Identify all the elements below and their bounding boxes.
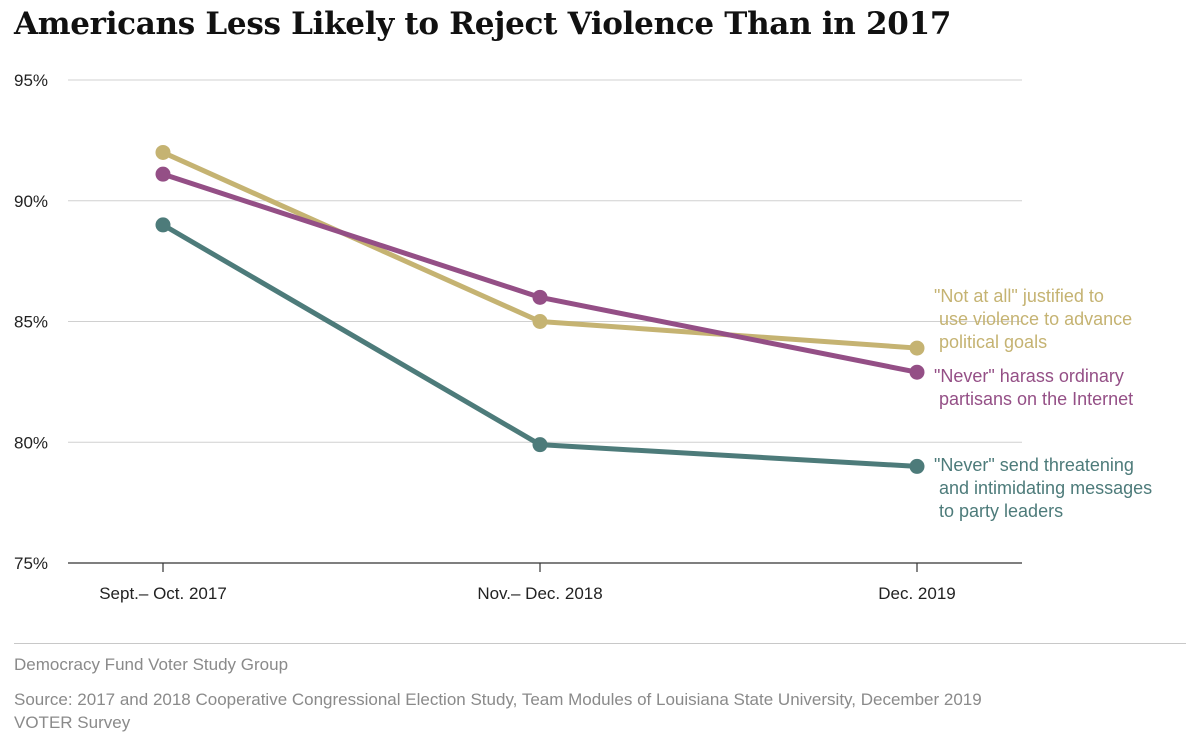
series-label-line: partisans on the Internet bbox=[934, 389, 1133, 409]
series-label-line: "Not at all" justified to bbox=[934, 286, 1104, 306]
series-label-3: "Never" send threatening and intimidatin… bbox=[934, 455, 1152, 521]
y-axis-ticks: 75% 80% 85% 90% 95% bbox=[14, 71, 48, 573]
x-tick-label: Dec. 2019 bbox=[878, 584, 956, 603]
series-label-1: "Not at all" justified to use violence t… bbox=[934, 286, 1132, 352]
data-point bbox=[909, 364, 925, 380]
footer-divider bbox=[14, 643, 1186, 644]
series-label-2: "Never" harass ordinary partisans on the… bbox=[934, 366, 1133, 409]
series-label-line: "Never" send threatening bbox=[934, 455, 1134, 475]
y-tick-label: 80% bbox=[14, 433, 48, 452]
series-line-3 bbox=[160, 222, 920, 469]
x-tick-label: Sept.– Oct. 2017 bbox=[99, 584, 227, 603]
series-label-line: "Never" harass ordinary bbox=[934, 366, 1124, 386]
y-tick-label: 75% bbox=[14, 554, 48, 573]
chart-title: Americans Less Likely to Reject Violence… bbox=[14, 6, 952, 42]
y-tick-label: 95% bbox=[14, 71, 48, 90]
series-label-line: use violence to advance bbox=[934, 309, 1132, 329]
x-tick-label: Nov.– Dec. 2018 bbox=[477, 584, 602, 603]
data-point bbox=[155, 144, 171, 160]
data-point bbox=[909, 458, 925, 474]
gridlines bbox=[68, 79, 1022, 443]
data-point bbox=[155, 166, 171, 182]
data-point bbox=[155, 217, 171, 233]
line-chart: 75% 80% 85% 90% 95% Sept.– Oct. 2017 Nov.– De… bbox=[14, 71, 1152, 603]
y-tick-label: 85% bbox=[14, 313, 48, 332]
footer-organization: Democracy Fund Voter Study Group bbox=[14, 655, 289, 674]
y-tick-label: 90% bbox=[14, 192, 48, 211]
x-axis: Sept.– Oct. 2017 Nov.– Dec. 2018 Dec. 2019 bbox=[68, 562, 1022, 603]
series-labels: "Not at all" justified to use violence t… bbox=[934, 286, 1152, 521]
data-point bbox=[909, 340, 925, 356]
footer-source: Source: 2017 and 2018 Cooperative Congre… bbox=[14, 690, 982, 732]
series-lines bbox=[155, 144, 925, 474]
data-point bbox=[532, 314, 548, 329]
series-label-line: and intimidating messages bbox=[934, 478, 1152, 498]
data-point bbox=[532, 437, 548, 453]
series-label-line: to party leaders bbox=[934, 501, 1063, 521]
data-point bbox=[532, 289, 548, 305]
series-label-line: political goals bbox=[934, 332, 1047, 352]
